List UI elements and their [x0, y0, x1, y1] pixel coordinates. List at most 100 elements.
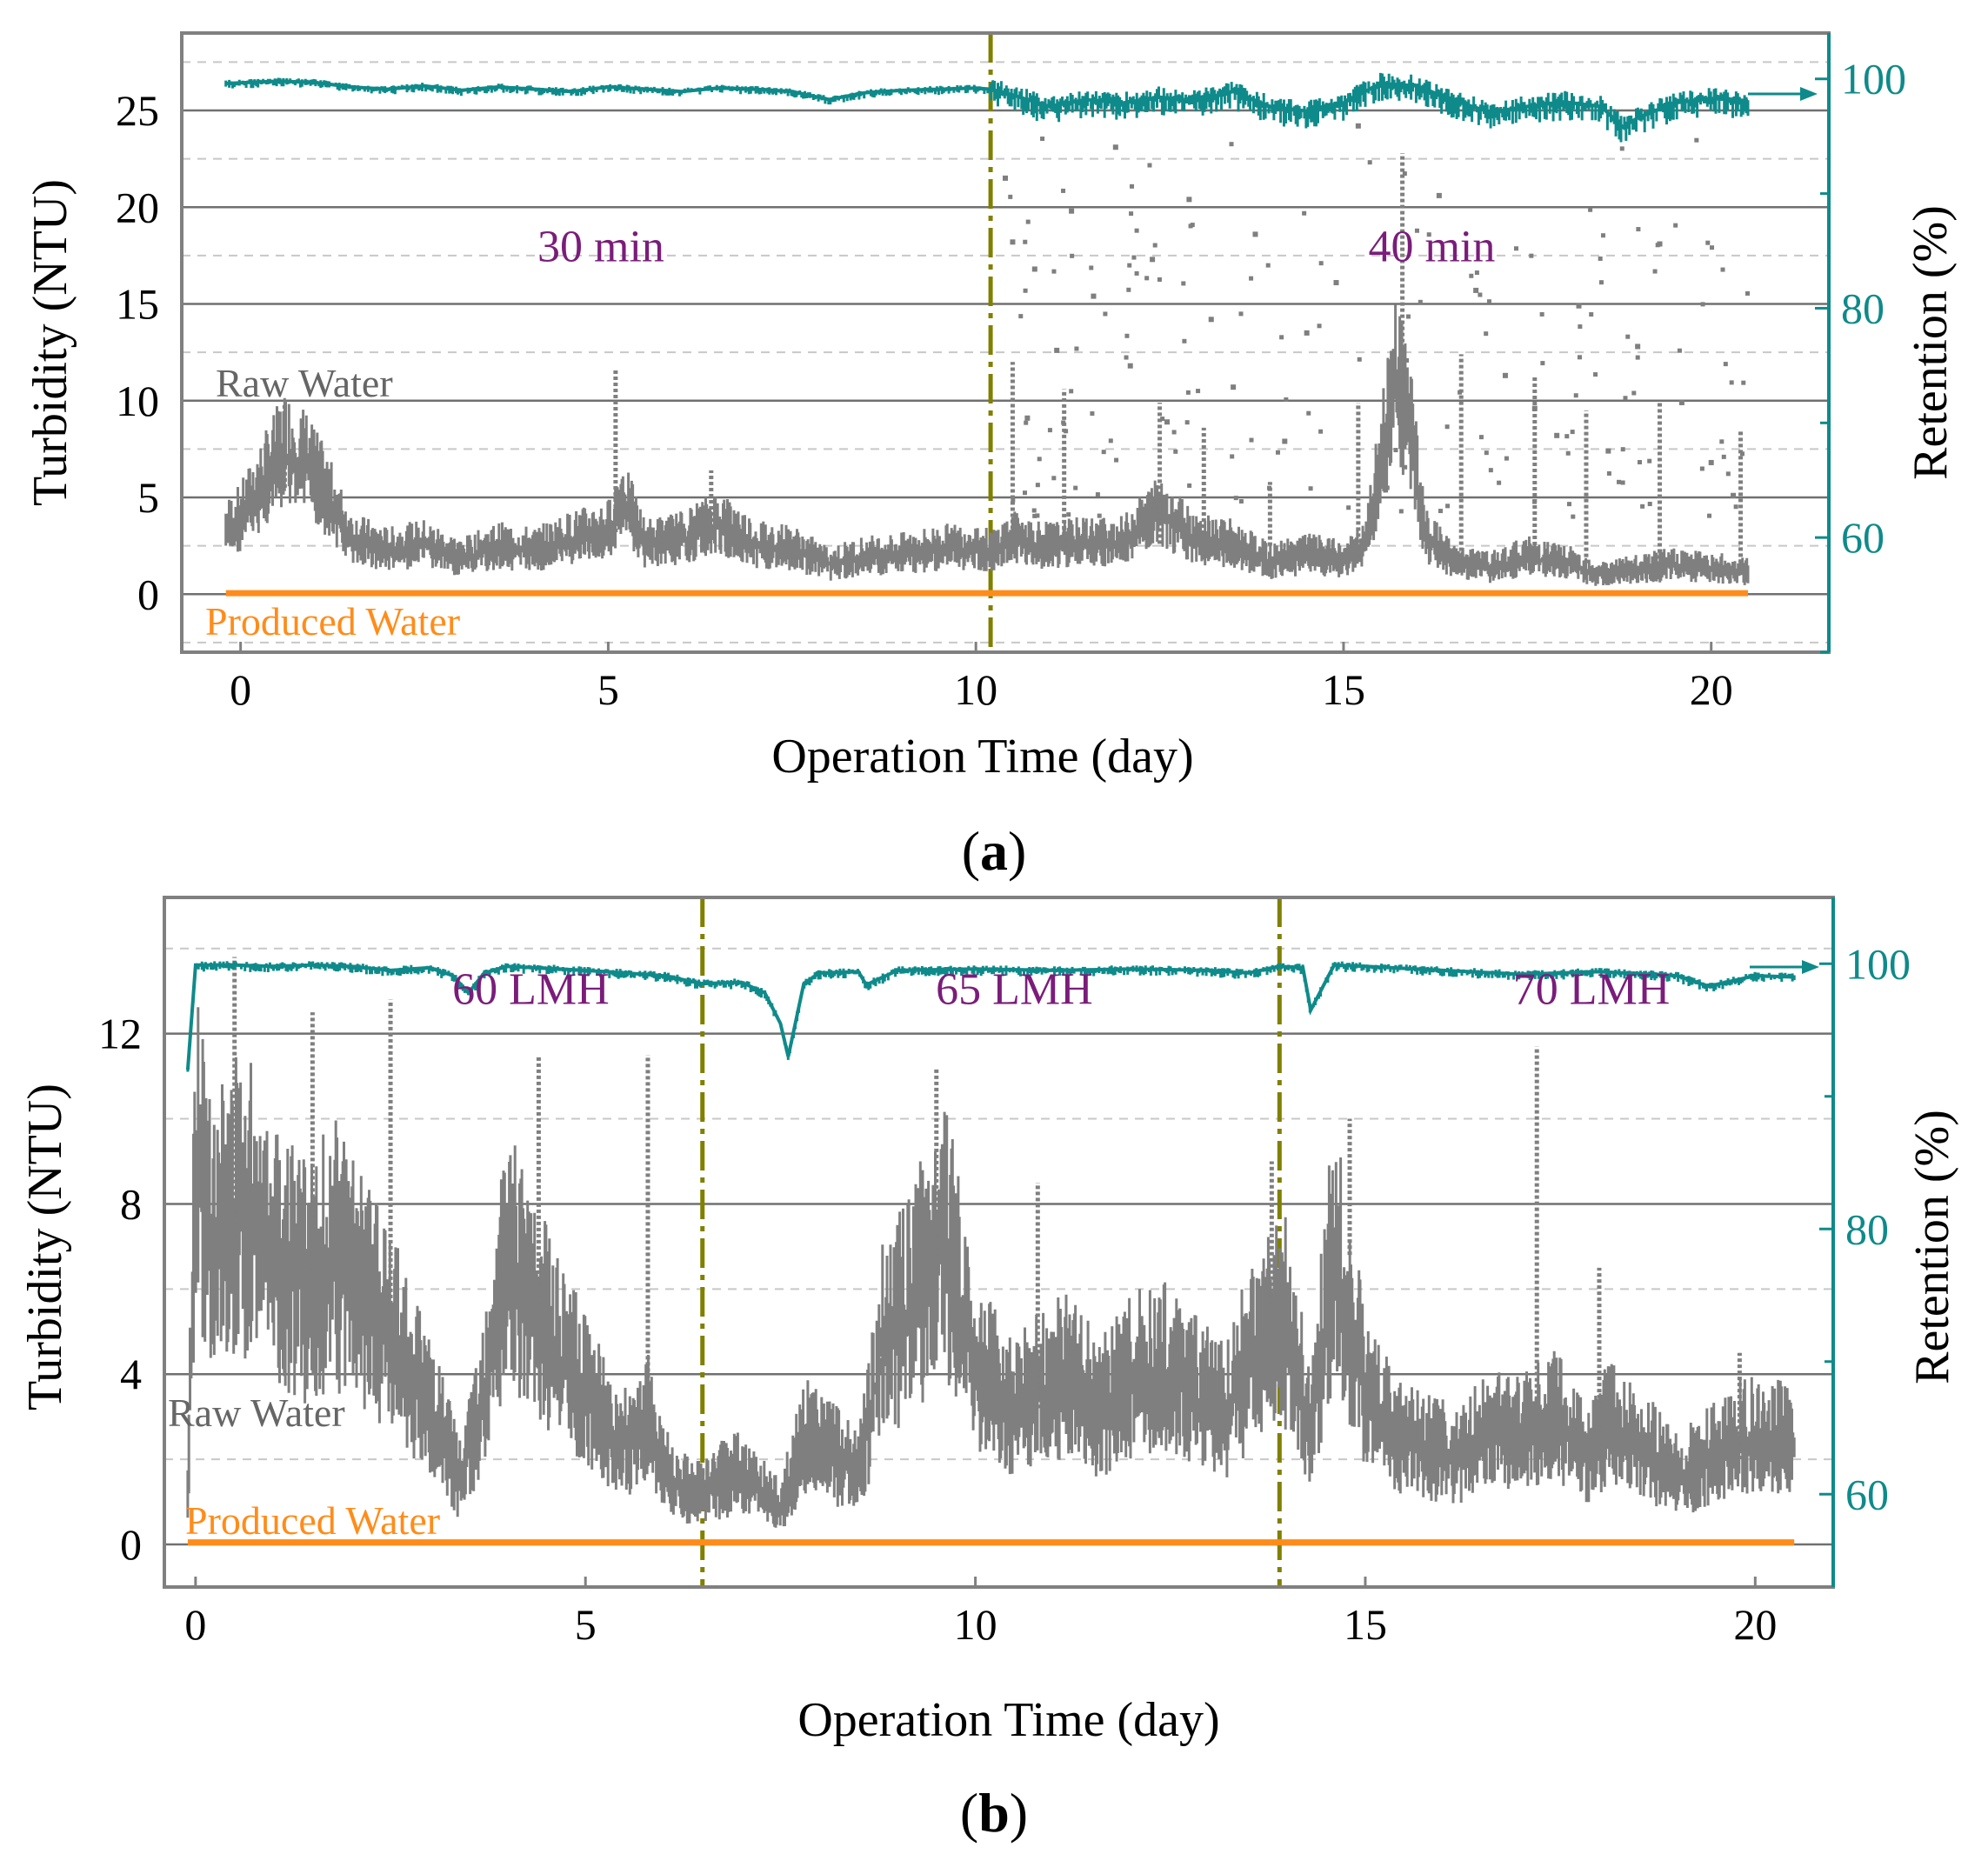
panel-a-raw-water-outlier [1652, 269, 1658, 274]
panel-a-raw-water-outlier [1333, 280, 1339, 286]
panel-a-raw-water-outlier [1147, 163, 1152, 168]
panel-a-y-axis-title: Turbidity (NTU) [23, 179, 77, 506]
panel-a-raw-water-outlier [1101, 450, 1106, 455]
panel-a-series-label-raw: Raw Water [216, 361, 393, 405]
panel-b-phase-label-65lmh: 65 LMH [936, 964, 1093, 1014]
panel-a-raw-water-outlier [1438, 509, 1443, 514]
panel-a-raw-water-outlier [1164, 419, 1171, 425]
panel-a-raw-water-outlier [1051, 269, 1057, 274]
panel-a-raw-water-outlier [1208, 317, 1214, 323]
panel-a-raw-water-outlier [1061, 420, 1066, 425]
panel-b-x-axis-title: Operation Time (day) [797, 1693, 1219, 1747]
panel-a-raw-water-outlier [1275, 450, 1280, 455]
panel-a-raw-water-outlier [1719, 439, 1724, 444]
panel-a-raw-water-outlier [1539, 311, 1544, 317]
panel-a-raw-water-outlier [1031, 508, 1037, 513]
panel-a-raw-water-outlier [1570, 430, 1575, 435]
panel-a-raw-water-outlier [1502, 372, 1508, 378]
panel-b-label-letter: b [978, 1782, 1010, 1844]
panel-a-raw-water-outlier [1631, 390, 1637, 396]
panel-a-raw-water-outlier [1233, 496, 1238, 501]
panel-b-x-tick-label: 10 [954, 1600, 997, 1649]
panel-a-raw-water-outlier [1032, 513, 1037, 518]
panel-a-raw-water-outlier [1710, 245, 1715, 250]
panel-a-retention-arrow [1748, 87, 1818, 101]
panel-a-raw-water-outlier [1051, 476, 1057, 481]
panel-b-x-tick-label: 5 [575, 1600, 597, 1649]
panel-a-raw-water-outlier [1023, 288, 1028, 293]
panel-a-raw-water-outlier [1091, 293, 1097, 299]
panel-a-raw-water-outlier [1152, 243, 1157, 248]
panel-a-raw-water-outlier [1565, 450, 1571, 456]
panel-a-raw-water-outlier [1187, 483, 1192, 488]
panel-a-raw-water-outlier [1625, 334, 1631, 339]
panel-a-raw-water-outlier [1405, 314, 1411, 319]
panel-b-raw-water-series [186, 957, 1796, 1528]
panel-a-raw-water-outlier [1655, 243, 1660, 248]
panel-a-raw-water-outlier [1127, 263, 1132, 268]
panel-a-raw-water-outlier [1398, 509, 1404, 514]
panel-a-raw-water-outlier [1636, 227, 1641, 232]
panel-a-raw-water-outlier [1238, 498, 1244, 504]
panel-a-raw-water-outlier [1186, 197, 1192, 203]
panel-a-y-tick-label: 0 [137, 570, 159, 618]
panel-a: 0 5 10 15 20 0 5 10 15 20 25 60 80 100 Raw Water Pr… [23, 31, 1958, 882]
panel-a-raw-water-outlier [1157, 277, 1162, 282]
panel-a-raw-water-outlier [1069, 208, 1075, 214]
panel-a-y-tick-label: 25 [116, 86, 159, 135]
panel-a-raw-water-outlier [1252, 231, 1258, 237]
panel-a-raw-water-outlier [1355, 123, 1361, 129]
panel-a-raw-water-outlier [1640, 504, 1645, 509]
panel-a-raw-water-outlier [1249, 437, 1254, 443]
panel-a-raw-water-outlier [1304, 330, 1310, 336]
panel-a-label-letter: a [980, 820, 1008, 882]
panel-a-raw-water-outlier [1573, 393, 1578, 398]
panel-a-raw-water-outlier [1444, 424, 1450, 430]
panel-a-raw-water-outlier [1478, 435, 1484, 440]
panel-a-raw-water-outlier [1436, 192, 1442, 198]
panel-a-y-ticks: 0 5 10 15 20 25 [116, 86, 159, 618]
panel-a-raw-water-outlier [1403, 464, 1408, 470]
panel-a-raw-water-outlier [1598, 280, 1604, 285]
panel-a-raw-water-outlier [1040, 137, 1045, 142]
panel-a-raw-water-series [224, 123, 1750, 586]
panel-a-raw-water-outlier [1600, 233, 1605, 238]
panel-a-y-tick-label: 15 [116, 280, 159, 329]
panel-b-x-tick-label: 15 [1344, 1600, 1387, 1649]
panel-a-raw-water-outlier [1513, 246, 1518, 251]
panel-a-raw-water-outlier [1635, 343, 1641, 350]
panel-a-raw-water-outlier [1074, 346, 1079, 351]
panel-a-raw-water-outlier [1721, 454, 1726, 459]
panel-a-raw-water-outlier [1185, 390, 1191, 395]
panel-a-raw-water-outlier [1054, 347, 1060, 353]
panel-b-y-tick-label: 8 [120, 1179, 142, 1228]
panel-b-y2-tick-label: 80 [1845, 1204, 1889, 1253]
panel-a-raw-water-outlier [1647, 458, 1652, 464]
panel-a-raw-water-outlier [1188, 223, 1193, 229]
panel-a-raw-water-outlier [1699, 466, 1704, 471]
panel-a-raw-water-outlier [1384, 485, 1390, 490]
panel-a-raw-water-outlier [1131, 255, 1137, 260]
panel-a-raw-water-outlier [1404, 357, 1410, 363]
panel-a-raw-water-outlier [1073, 485, 1078, 490]
panel-a-raw-water-outlier [1564, 434, 1570, 439]
panel-a-raw-water-outlier [1229, 142, 1234, 147]
panel-a-x-tick-label: 10 [954, 665, 997, 714]
panel-a-raw-water-outlier [1554, 432, 1560, 438]
panel-a-raw-water-outlier [1418, 508, 1423, 513]
panel-a-raw-water-outlier [1173, 449, 1178, 454]
panel-a-raw-water-outlier [1598, 256, 1603, 261]
panel-a-raw-water-outlier [1103, 311, 1108, 317]
panel-a-raw-water-outlier [1302, 210, 1307, 216]
panel-a-raw-water-outlier [1529, 253, 1534, 258]
panel-a-raw-water-outlier [1008, 194, 1013, 199]
panel-a-raw-water-outlier [1126, 287, 1131, 292]
panel-a-raw-water-outlier [1418, 299, 1423, 304]
panel-a-raw-water-outlier [1739, 451, 1745, 457]
panel-a-raw-water-outlier [1066, 512, 1071, 517]
panel-a-raw-water-outlier [1238, 311, 1244, 317]
panel-a-raw-water-outlier [1673, 223, 1678, 228]
panel-a-raw-water-outlier [1230, 454, 1235, 459]
panel-a-raw-water-outlier [1469, 273, 1474, 278]
panel-b-y-tick-label: 4 [120, 1350, 142, 1398]
